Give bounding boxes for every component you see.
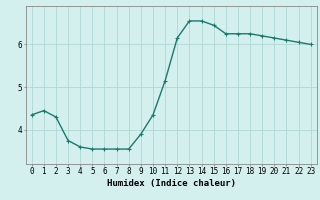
X-axis label: Humidex (Indice chaleur): Humidex (Indice chaleur) [107, 179, 236, 188]
